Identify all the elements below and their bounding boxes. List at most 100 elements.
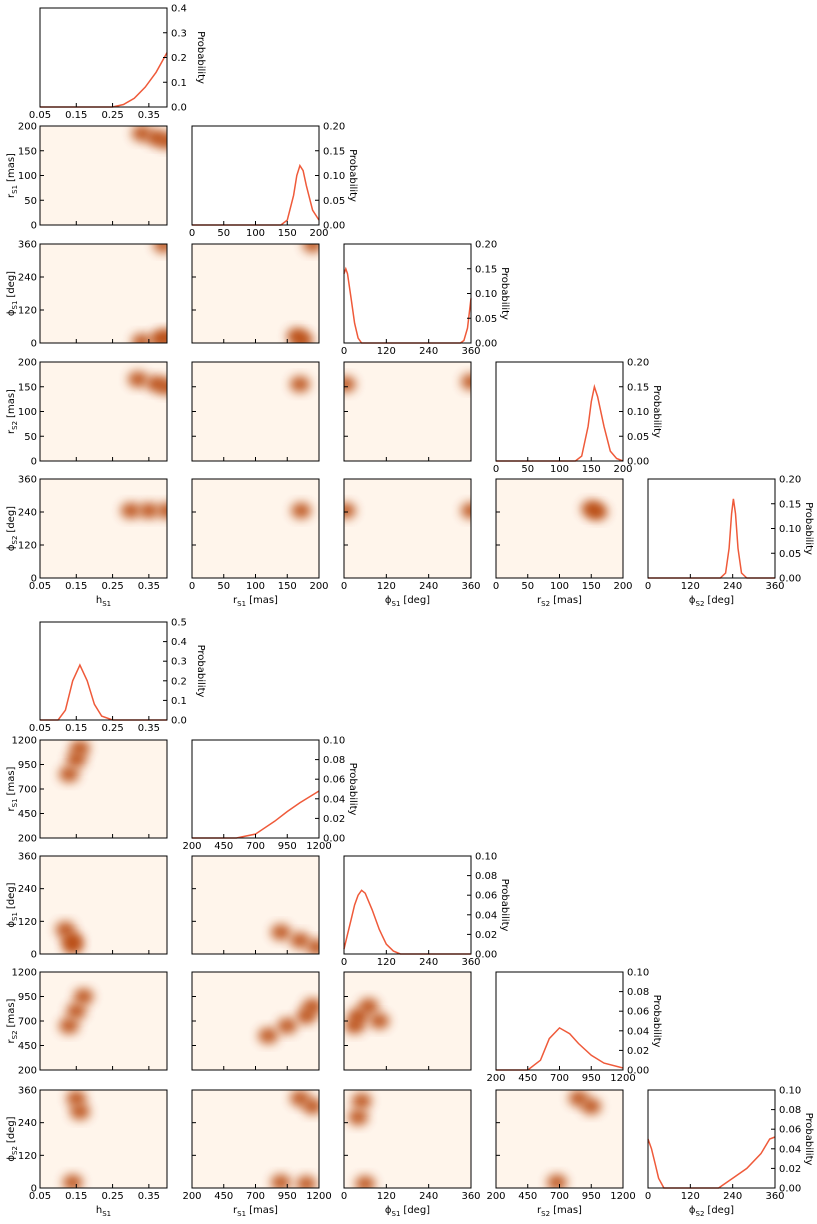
- density-blob: [344, 502, 356, 519]
- panel-background: [40, 126, 167, 225]
- y-tick-label: 100: [18, 171, 37, 182]
- axis-label-symbol: h: [96, 595, 102, 606]
- y-tick-label: 0.3: [171, 657, 187, 668]
- density-blob: [289, 932, 310, 949]
- density-panel: [496, 479, 623, 578]
- axis-label: ϕS1 [deg]: [6, 882, 19, 927]
- y-tick-label: 0.08: [323, 755, 345, 766]
- panel-background: [192, 972, 319, 1070]
- x-tick-label: 0: [493, 464, 499, 475]
- y-axis-label: Probability: [347, 149, 358, 202]
- density-blob: [138, 502, 159, 519]
- y-axis-label: Probability: [651, 385, 662, 438]
- density-blob: [59, 766, 80, 783]
- axis-label: hS1: [96, 1205, 111, 1218]
- y-tick-label: 0.15: [779, 499, 801, 510]
- y-tick-label: 950: [18, 992, 37, 1003]
- axis-label-symbol: r: [233, 1205, 238, 1216]
- x-tick-label: 150: [278, 581, 297, 592]
- density-blob: [293, 332, 314, 343]
- panel-background: [40, 244, 167, 343]
- density-blob: [157, 132, 167, 149]
- axis-label-subscript: S1: [11, 912, 19, 921]
- panel-frame: [39, 855, 168, 955]
- x-tick-label: 700: [550, 1191, 569, 1202]
- axis-label-subscript: S2: [696, 1210, 705, 1218]
- x-tick-label: 0: [341, 1191, 347, 1202]
- density-panel: [344, 1090, 471, 1188]
- density-blob: [157, 502, 167, 519]
- density-blob: [351, 1092, 372, 1109]
- y-tick-label: 0.1: [171, 78, 187, 89]
- y-axis-label: Probability: [651, 995, 662, 1048]
- y-tick-label: 450: [18, 1041, 37, 1052]
- axis-label-symbol: ϕ: [385, 595, 392, 606]
- x-tick-label: 0.05: [29, 110, 51, 121]
- x-tick-label: 200: [486, 1191, 505, 1202]
- x-tick-label: 360: [461, 581, 480, 592]
- y-tick-label: 0.15: [475, 264, 497, 275]
- x-tick-label: 0.35: [138, 581, 160, 592]
- axis-label-subscript: S1: [237, 600, 246, 608]
- marginal-line: [648, 498, 775, 579]
- y-tick-label: 0: [31, 221, 37, 232]
- x-tick-label: 240: [723, 581, 742, 592]
- x-tick-label: 120: [377, 346, 396, 357]
- panel-background: [344, 244, 471, 343]
- axis-label-symbol: ϕ: [6, 309, 17, 316]
- y-tick-label: 700: [18, 1017, 37, 1028]
- axis-label-subscript: S1: [11, 798, 19, 807]
- axis-label-symbol: h: [96, 1205, 102, 1216]
- panel-background: [40, 479, 167, 578]
- y-tick-label: 0.15: [627, 382, 649, 393]
- axis-label-symbol: ϕ: [6, 921, 17, 928]
- panel-background: [344, 479, 471, 578]
- y-axis-label: Probability: [803, 502, 814, 555]
- y-axis-label: Probability: [195, 31, 206, 84]
- x-tick-label: 200: [486, 1073, 505, 1084]
- y-tick-label: 360: [18, 1086, 37, 1097]
- x-tick-label: 360: [765, 581, 784, 592]
- axis-label-symbol: r: [233, 595, 238, 606]
- axis-label-unit: [mas]: [6, 389, 17, 418]
- density-blob: [270, 1174, 291, 1188]
- panel-background: [40, 622, 167, 720]
- y-tick-label: 0.00: [323, 834, 345, 845]
- y-tick-label: 0.4: [171, 637, 187, 648]
- y-tick-label: 0.0: [171, 716, 187, 727]
- y-tick-label: 0: [31, 950, 37, 961]
- y-tick-label: 950: [18, 760, 37, 771]
- y-tick-label: 0.04: [323, 794, 345, 805]
- x-tick-label: 200: [309, 581, 328, 592]
- axis-label-symbol: ϕ: [689, 1205, 696, 1216]
- y-tick-label: 240: [18, 1118, 37, 1129]
- x-tick-label: 450: [214, 1191, 233, 1202]
- panel-frame: [343, 1089, 472, 1189]
- axis-label-unit: [deg]: [707, 595, 734, 606]
- x-tick-label: 0.25: [101, 1191, 123, 1202]
- panel-frame: [39, 478, 168, 579]
- axis-label-subscript: S2: [11, 1146, 19, 1155]
- y-tick-label: 200: [18, 358, 37, 369]
- x-tick-label: 450: [214, 841, 233, 852]
- density-panel: [192, 856, 319, 954]
- y-tick-label: 0.00: [779, 574, 801, 585]
- panel-background: [496, 1090, 623, 1188]
- y-tick-label: 120: [18, 1151, 37, 1162]
- x-tick-label: 700: [246, 1191, 265, 1202]
- panel-background: [40, 8, 167, 107]
- axis-label-unit: [mas]: [6, 998, 17, 1027]
- y-tick-label: 0.2: [171, 53, 187, 64]
- density-blob: [306, 939, 319, 954]
- x-tick-label: 0: [341, 957, 347, 968]
- axis-label-unit: [mas]: [553, 1205, 582, 1216]
- axis-label-unit: [deg]: [6, 271, 17, 298]
- x-tick-label: 360: [461, 1191, 480, 1202]
- axis-label-unit: [deg]: [6, 1116, 17, 1143]
- x-tick-label: 1200: [610, 1191, 635, 1202]
- y-tick-label: 0.00: [475, 339, 497, 350]
- y-tick-label: 360: [18, 240, 37, 251]
- axis-label-subscript: S1: [237, 1210, 246, 1218]
- density-blob: [120, 502, 141, 519]
- y-tick-label: 200: [18, 1066, 37, 1077]
